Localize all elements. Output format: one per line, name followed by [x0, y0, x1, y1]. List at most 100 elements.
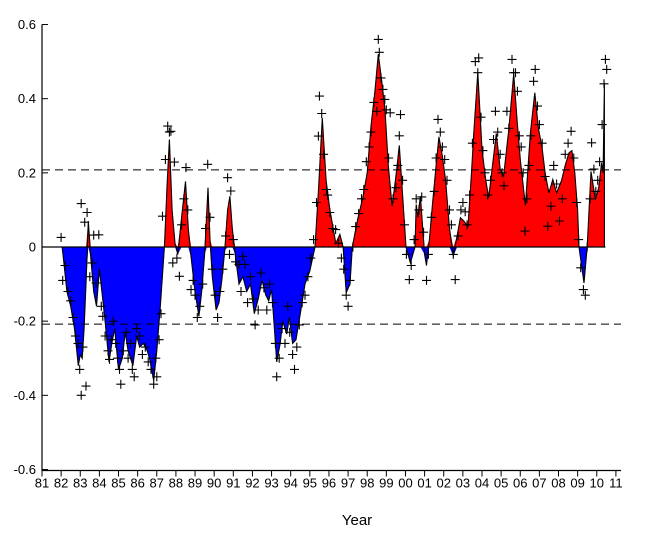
x-tick-label: 06	[513, 476, 527, 491]
plus-marker	[158, 211, 167, 221]
plus-marker	[283, 301, 293, 311]
x-tick-label: 97	[341, 476, 355, 491]
plus-marker	[137, 350, 147, 359]
plus-marker	[179, 194, 189, 204]
plus-marker	[409, 235, 419, 245]
plus-marker	[100, 331, 110, 341]
y-axis-ticks: 0.6 0.4 0.2 0 -0.2 -0.4 -0.6	[14, 17, 48, 477]
plus-marker	[411, 194, 421, 204]
plus-marker	[537, 138, 547, 148]
plus-marker	[458, 198, 468, 207]
plus-marker	[80, 217, 90, 227]
plus-marker	[336, 253, 346, 263]
plus-marker	[313, 131, 323, 141]
plus-marker	[450, 275, 460, 285]
monthly-plus-markers	[56, 34, 612, 400]
plus-marker	[156, 309, 166, 319]
plus-marker	[524, 160, 534, 170]
plus-marker	[288, 350, 298, 359]
plus-marker	[396, 110, 405, 120]
plus-marker	[285, 327, 295, 337]
x-tick-label: 82	[54, 476, 68, 491]
plus-marker	[151, 353, 161, 363]
plus-marker	[238, 251, 248, 261]
plus-marker	[490, 106, 500, 116]
plus-marker	[334, 238, 343, 248]
plus-marker	[76, 199, 86, 209]
plus-marker	[322, 185, 331, 194]
plus-marker	[129, 372, 139, 382]
plus-marker	[593, 175, 603, 185]
plus-marker	[520, 226, 530, 236]
plus-marker	[290, 364, 299, 374]
plus-marker	[121, 327, 131, 337]
plus-marker	[215, 287, 225, 296]
plus-marker	[522, 194, 532, 204]
plus-marker	[228, 235, 238, 245]
plus-marker	[391, 183, 401, 193]
x-tick-label: 01	[417, 476, 431, 491]
plus-marker	[243, 298, 253, 308]
x-tick-label: 87	[150, 476, 164, 491]
plus-marker	[380, 94, 390, 104]
plus-marker	[406, 261, 416, 270]
x-tick-label: 08	[551, 476, 565, 491]
x-tick-label: 00	[398, 476, 412, 491]
plus-marker	[512, 86, 522, 96]
plus-marker	[369, 97, 379, 107]
plus-marker	[164, 127, 174, 137]
plus-marker	[543, 221, 553, 231]
x-tick-label: 09	[570, 476, 584, 491]
plus-marker	[192, 313, 202, 322]
plus-marker	[66, 296, 76, 306]
plus-marker	[201, 224, 211, 233]
x-axis-ticks: 81 82 83 84 85 86 87 88 89 90 91 92 93 94 95 96 97 98 99 00…	[35, 470, 623, 491]
plus-marker	[174, 271, 184, 281]
plus-marker	[58, 275, 68, 285]
plus-marker	[419, 227, 429, 237]
x-tick-label: 89	[188, 476, 202, 491]
plus-marker	[398, 175, 408, 185]
plus-marker	[574, 235, 584, 245]
plus-marker	[312, 198, 321, 207]
plus-marker	[476, 112, 486, 122]
plus-marker	[530, 64, 540, 74]
x-tick-label: 85	[111, 476, 125, 491]
plus-marker	[87, 258, 97, 268]
plus-marker	[82, 208, 92, 217]
plus-marker	[115, 364, 124, 374]
plus-marker	[351, 222, 361, 232]
plus-marker	[555, 216, 564, 226]
plus-marker	[317, 109, 327, 118]
plus-marker	[497, 168, 507, 178]
plus-marker	[343, 301, 353, 311]
plus-marker	[374, 47, 384, 57]
plus-marker	[91, 278, 101, 288]
plus-marker	[163, 121, 173, 131]
plus-marker	[364, 142, 374, 152]
plus-marker	[277, 324, 287, 334]
plus-marker	[504, 123, 514, 133]
plus-marker	[440, 155, 450, 164]
plus-marker	[442, 175, 452, 185]
plus-marker	[98, 311, 108, 321]
plus-marker	[135, 331, 145, 341]
plus-marker	[437, 142, 447, 152]
plus-marker	[467, 138, 477, 148]
plus-marker	[160, 155, 170, 164]
plus-marker	[154, 335, 164, 345]
plus-marker	[478, 146, 488, 156]
plus-marker	[113, 353, 123, 363]
plus-marker	[123, 353, 133, 363]
plus-marker	[580, 290, 590, 300]
plus-marker	[63, 287, 73, 296]
plus-marker	[361, 157, 371, 167]
plus-marker	[404, 275, 414, 285]
plus-marker	[188, 275, 198, 285]
plus-marker	[325, 208, 335, 217]
plus-marker	[183, 205, 193, 215]
plus-marker	[552, 179, 562, 189]
plus-marker	[493, 127, 503, 137]
plus-marker	[507, 54, 517, 64]
plus-marker	[143, 357, 153, 367]
